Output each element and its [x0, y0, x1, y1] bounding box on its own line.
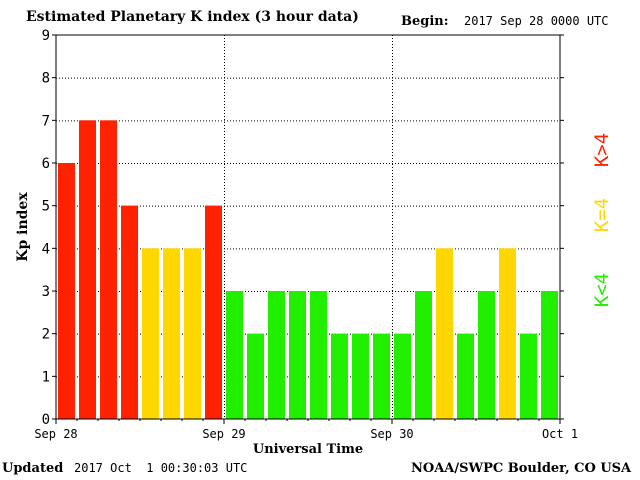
- kp-bar: [163, 248, 180, 419]
- kp-bar: [121, 205, 138, 419]
- x-tick-label: Sep 29: [202, 427, 245, 441]
- kp-bar: [373, 333, 390, 419]
- y-tick-label: 5: [42, 199, 50, 215]
- kp-bar: [289, 291, 306, 419]
- legend: K>4 K=4 K<4: [591, 133, 613, 307]
- y-tick-label: 7: [42, 113, 50, 129]
- kp-bar: [79, 120, 96, 419]
- updated-value: 2017 Oct 1 00:30:03 UTC: [74, 461, 248, 475]
- kp-bar: [352, 333, 369, 419]
- legend-label: K<4: [591, 273, 613, 307]
- begin-label: Begin:: [401, 14, 449, 29]
- kp-bar: [541, 291, 558, 419]
- y-tick-label: 8: [42, 71, 50, 87]
- y-tick-label: 0: [42, 412, 50, 428]
- kp-bar: [520, 333, 537, 419]
- kp-bar: [58, 163, 75, 419]
- kp-bar: [436, 248, 453, 419]
- kp-bar: [226, 291, 243, 419]
- kp-bar: [478, 291, 495, 419]
- kp-bar: [394, 333, 411, 419]
- x-axis-label: Universal Time: [253, 442, 363, 457]
- kp-bar: [457, 333, 474, 419]
- source-label: NOAA/SWPC Boulder, CO USA: [411, 461, 632, 476]
- kp-bar: [247, 333, 264, 419]
- kp-bar: [499, 248, 516, 419]
- x-tick-label: Sep 30: [370, 427, 413, 441]
- y-tick-label: 9: [42, 28, 50, 44]
- chart-title: Estimated Planetary K index (3 hour data…: [26, 9, 359, 25]
- y-tick-label: 2: [42, 327, 50, 343]
- x-tick-label: Oct 1: [542, 427, 578, 441]
- x-axis: Sep 28 Sep 29 Sep 30 Oct 1: [34, 419, 578, 441]
- y-tick-label: 3: [42, 284, 50, 300]
- bars: [58, 120, 558, 419]
- y-tick-label: 1: [42, 369, 50, 385]
- kp-bar: [331, 333, 348, 419]
- begin-value: 2017 Sep 28 0000 UTC: [464, 14, 609, 28]
- legend-label: K>4: [591, 133, 613, 167]
- y-tick-label: 6: [42, 156, 50, 172]
- kp-bar: [142, 248, 159, 419]
- kp-bar: [100, 120, 117, 419]
- updated-label: Updated: [2, 461, 64, 476]
- y-tick-label: 4: [42, 241, 50, 257]
- y-axis-label: Kp index: [15, 192, 31, 262]
- y-axis: 0 1 2 3 4 5 6 7 8 9: [42, 28, 564, 428]
- x-tick-label: Sep 28: [34, 427, 77, 441]
- kp-bar: [415, 291, 432, 419]
- kp-bar: [184, 248, 201, 419]
- legend-label: K=4: [591, 198, 613, 232]
- kp-bar: [205, 205, 222, 419]
- grid: [56, 35, 560, 419]
- kp-bar: [268, 291, 285, 419]
- kp-bar: [310, 291, 327, 419]
